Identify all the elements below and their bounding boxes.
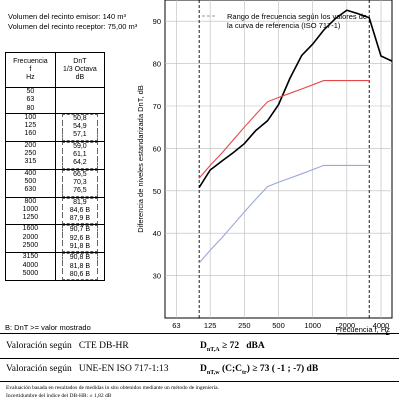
y-tick-label: 90 [153, 17, 161, 26]
dnt-cell: 90,7 B 92,6 B 91,8 B [54, 224, 106, 254]
frequency-cell: 800 1000 1250 [5, 196, 56, 226]
frequency-cell: 400 500 630 [5, 168, 56, 198]
table-row: 3150 4000 5000 90,8 B 81,8 B 80,6 B [5, 252, 106, 282]
frequency-value: 250 [24, 150, 37, 158]
x-tick-label: 250 [238, 321, 251, 330]
dnt-value: 57,1 [61, 131, 98, 141]
dnt-value: 80,6 B [61, 270, 98, 281]
x-tick-label: 500 [272, 321, 285, 330]
frequency-header: Frecuencia f Hz [5, 52, 56, 88]
dnt-value: 84,6 B [61, 206, 98, 216]
table-row: 400 500 630 66,5 70,3 76,5 [5, 168, 106, 198]
frequency-value: 50 [26, 88, 35, 95]
dnt-cell: 50,8 54,9 57,1 [54, 112, 106, 142]
dnt-value: 91,8 B [61, 243, 98, 253]
frequency-value: 200 [24, 141, 37, 149]
series-line-reference_shifted [198, 80, 370, 179]
dnt-value: 64,2 [61, 159, 98, 169]
legend-text: la curva de referencia (ISO 717-1) [227, 21, 341, 30]
table-row: 1600 2000 2500 90,7 B 92,6 B 91,8 B [5, 224, 106, 254]
dnt-cell: 81,9 84,6 B 87,9 B [54, 196, 106, 226]
frequency-value: 315 [24, 158, 37, 166]
chart-grid [164, 0, 393, 335]
frequency-value: 1600 [22, 225, 39, 233]
legend-text: Rango de frecuencia según los valores de [227, 12, 367, 21]
chart: 63 125 250 500 1000 2000 4000 30 40 50 60 70 80 90 R… [136, 0, 393, 335]
frequency-value: 80 [26, 104, 35, 112]
table-row: 800 1000 1250 81,9 84,6 B 87,9 B [5, 196, 106, 226]
dnt-value: 92,6 B [61, 234, 98, 244]
dnt-value: 61,1 [61, 151, 98, 160]
frequency-cell: 200 250 315 [5, 140, 56, 170]
dnt-value: 50,8 [61, 113, 98, 124]
x-axis-label: Frecuencia f, Hz [335, 325, 390, 334]
x-tick-label: 4000 [373, 321, 390, 330]
frequency-value: 1000 [22, 205, 39, 213]
dnt-value: 90,8 B [61, 253, 98, 263]
result-note-2: Incertidumbre del índice del DB-HR: ± 1,… [6, 393, 112, 399]
dnt-value: 59,0 [61, 141, 98, 152]
volume-emitter: Volumen del recinto emisor: 140 m³ [8, 12, 126, 21]
frequency-cell: 50 63 80 [5, 87, 56, 114]
dnt-value: 81,8 B [61, 262, 98, 271]
result-row-1: Valoración según CTE DB-HR [6, 341, 129, 351]
series-lines [198, 9, 393, 264]
frequency-cell: 1600 2000 2500 [5, 224, 56, 254]
y-tick-label: 40 [153, 229, 161, 238]
frequency-value: 4000 [22, 261, 39, 269]
x-tick-labels: 63 125 250 500 1000 2000 4000 [172, 321, 389, 330]
volume-receiver: Volumen del recinto receptor: 75,00 m³ [8, 22, 138, 31]
dnt-cell: 59,0 61,1 64,2 [54, 140, 106, 170]
dnt-cell: 90,8 B 81,8 B 80,6 B [54, 252, 106, 282]
frequency-value: 630 [24, 186, 37, 194]
frequency-value: 800 [24, 197, 37, 205]
frequency-value: 400 [24, 169, 37, 177]
dnt-value: 87,9 B [61, 215, 98, 225]
y-axis-label: Diferencia de niveles estandarizada DnT,… [136, 85, 145, 233]
series-line-measured [198, 9, 393, 188]
dnt-value: 66,5 [61, 169, 98, 179]
frequency-cell: 3150 4000 5000 [5, 252, 56, 282]
dnt-value: 76,5 [61, 187, 98, 197]
frequency-value: 1250 [22, 214, 39, 222]
frequency-value: 160 [24, 130, 37, 138]
result-value-2: DnT,w (C;Ctr) ≥ 73 ( -1 ; -7) dB [200, 364, 319, 376]
frequency-table: Frecuencia f Hz DnT 1/3 Octava dB 50 63 80… [5, 52, 106, 282]
y-tick-label: 60 [153, 144, 161, 153]
dnt-header: DnT 1/3 Octava dB [54, 52, 106, 88]
result-note-1: Evaluación basada en resultados de medid… [6, 385, 219, 391]
table-footnote: B: DnT >= valor mostrado [5, 323, 91, 332]
results-section: Valoración según CTE DB-HR DnT,A ≥ 72 dB… [0, 333, 399, 402]
y-tick-label: 50 [153, 187, 161, 196]
y-tick-label: 80 [153, 60, 161, 69]
frequency-value: 5000 [22, 269, 39, 277]
table-row: 200 250 315 59,0 61,1 64,2 [5, 140, 106, 170]
dnt-cell: 66,5 70,3 76,5 [54, 168, 106, 198]
frequency-value: 2500 [22, 242, 39, 250]
dnt-value: 81,9 [61, 197, 98, 207]
table-body: 50 63 80 100 125 160 50,8 54,9 57,1 200 250 315 59,… [5, 87, 106, 282]
frequency-value: 3150 [22, 253, 39, 261]
x-tick-label: 125 [204, 321, 217, 330]
dnt-value: 70,3 [61, 178, 98, 188]
frequency-value: 125 [24, 122, 37, 130]
dnt-value: 54,9 [61, 123, 98, 132]
frequency-value: 100 [24, 113, 37, 121]
frequency-value: 500 [24, 177, 37, 185]
y-tick-label: 30 [153, 272, 161, 281]
result-value-1: DnT,A ≥ 72 dBA [200, 341, 265, 353]
series-line-reference_curve [198, 164, 370, 264]
frequency-value: 63 [26, 96, 35, 104]
y-tick-labels: 30 40 50 60 70 80 90 [153, 17, 161, 280]
x-tick-label: 1000 [304, 321, 321, 330]
dnt-value: 90,7 B [61, 225, 98, 235]
frequency-value: 2000 [22, 233, 39, 241]
x-tick-label: 63 [172, 321, 180, 330]
result-row-2: Valoración según UNE-EN ISO 717-1:13 [6, 364, 169, 374]
y-tick-label: 70 [153, 102, 161, 111]
x-tick-label: 2000 [338, 321, 355, 330]
